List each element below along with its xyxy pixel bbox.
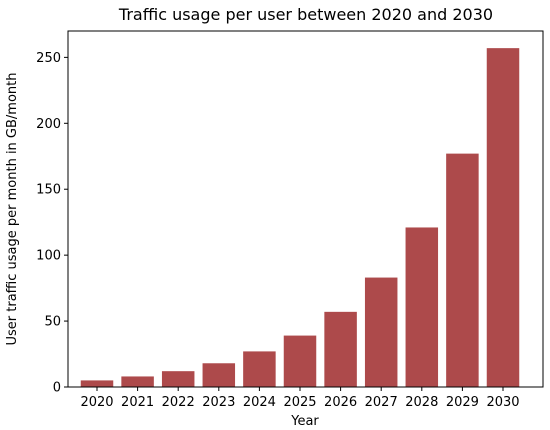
y-tick-label-0: 0 — [53, 381, 61, 396]
y-tick-label-250: 250 — [36, 51, 61, 66]
x-tick-label-2026: 2026 — [324, 395, 357, 410]
x-tick-label-2030: 2030 — [486, 395, 519, 410]
y-tick-label-50: 50 — [44, 315, 61, 330]
bar-2030 — [486, 48, 520, 387]
y-axis-label: User traffic usage per month in GB/month — [5, 73, 20, 346]
x-tick-label-2027: 2027 — [365, 395, 398, 410]
bar-2027 — [364, 277, 398, 387]
y-axis-ticks: 0 50 100 150 200 250 — [36, 51, 68, 396]
x-tick-label-2023: 2023 — [202, 395, 235, 410]
y-tick-label-150: 150 — [36, 183, 61, 198]
bar-2021 — [121, 376, 154, 387]
chart-title: Traffic usage per user between 2020 and … — [118, 5, 493, 24]
x-tick-label-2024: 2024 — [243, 395, 276, 410]
plot-frame — [67, 30, 544, 388]
x-tick-label-2029: 2029 — [446, 395, 479, 410]
bar-2028 — [405, 227, 439, 387]
x-tick-label-2021: 2021 — [121, 395, 154, 410]
bar-2022 — [161, 371, 195, 387]
x-tick-label-2020: 2020 — [80, 395, 113, 410]
x-tick-label-2022: 2022 — [162, 395, 195, 410]
y-tick-label-100: 100 — [36, 249, 61, 264]
bars-group — [80, 48, 520, 387]
x-axis-label: Year — [290, 414, 319, 429]
y-tick-label-200: 200 — [36, 117, 61, 132]
bar-2024 — [243, 351, 276, 387]
x-tick-label-2028: 2028 — [405, 395, 438, 410]
bar-2026 — [324, 311, 357, 387]
bar-2023 — [202, 363, 236, 387]
bar-2020 — [80, 380, 114, 387]
x-axis-ticks: 2020 2021 2022 2023 2024 2025 2026 2027 2028 2029… — [80, 387, 520, 410]
bar-2029 — [446, 153, 479, 387]
bar-2025 — [283, 335, 317, 387]
x-tick-label-2025: 2025 — [283, 395, 316, 410]
